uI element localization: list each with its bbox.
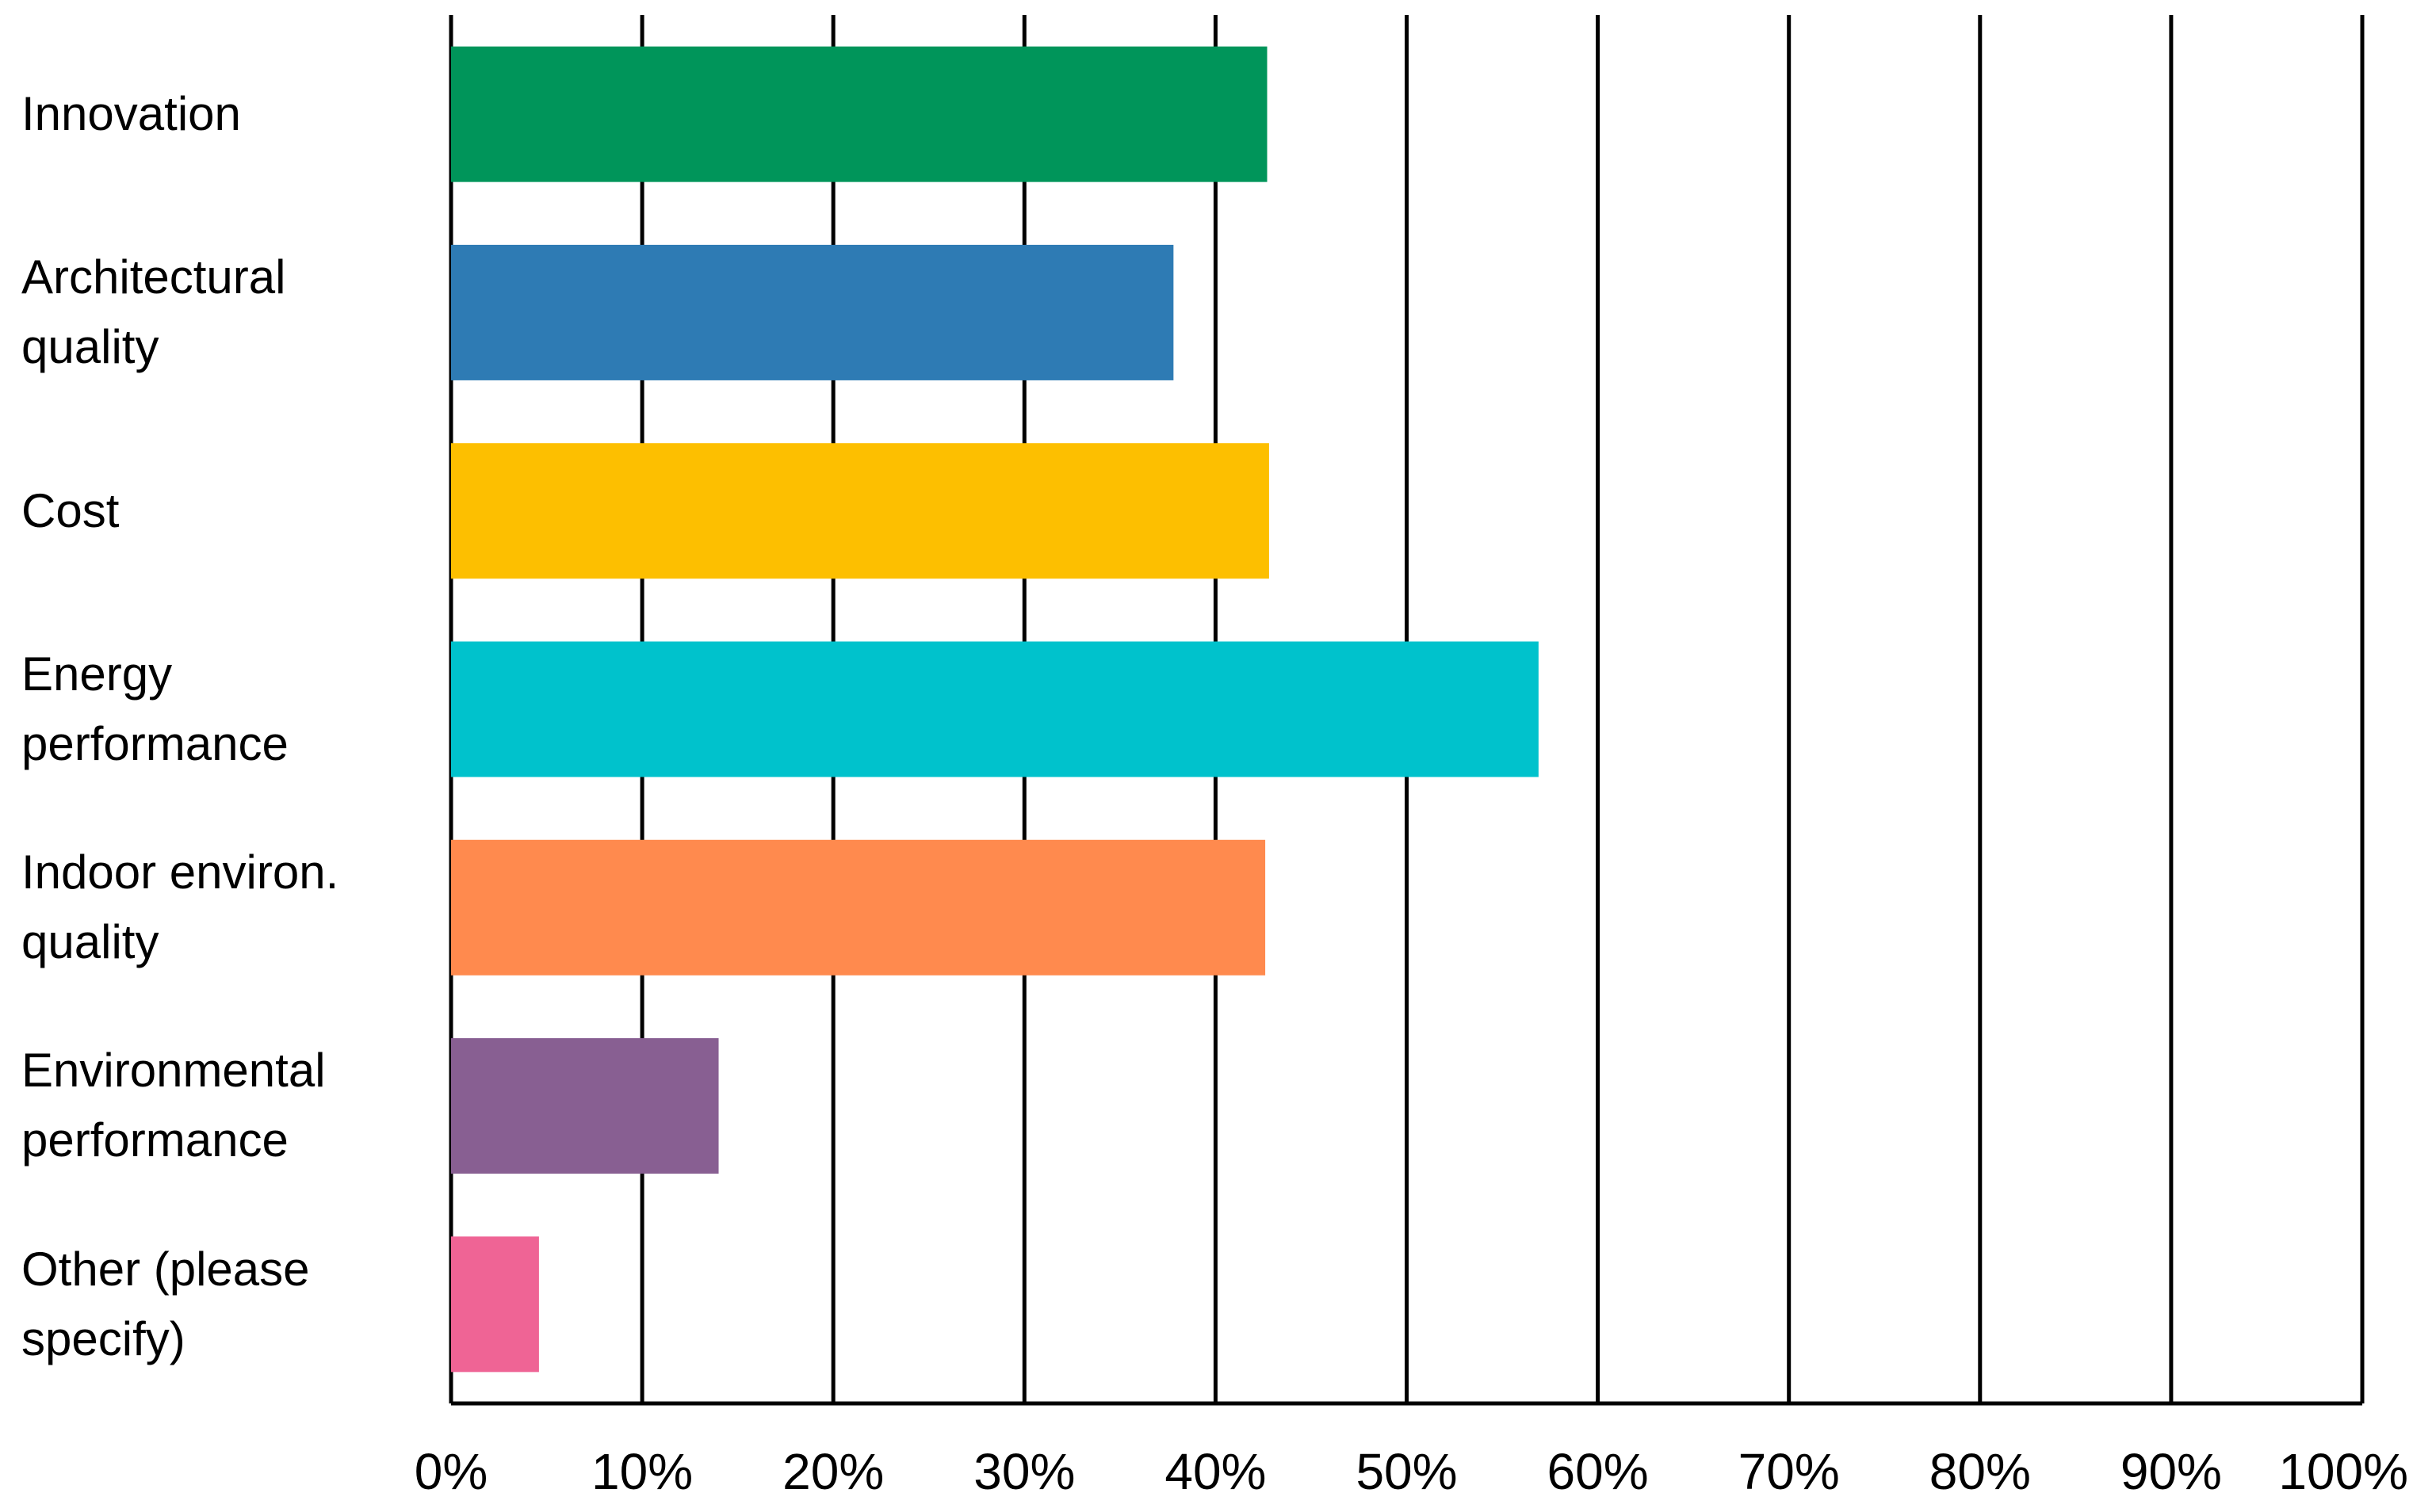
- x-tick-label: 40%: [1164, 1443, 1266, 1500]
- bar: [451, 1236, 539, 1373]
- category-label: Cost: [21, 483, 120, 537]
- bar: [451, 839, 1266, 976]
- bar: [451, 244, 1174, 380]
- x-tick-label: 10%: [591, 1443, 693, 1500]
- bar: [451, 443, 1269, 579]
- category-label: Energy performance: [21, 647, 289, 770]
- bar: [451, 46, 1268, 182]
- category-label: Environmental performance: [21, 1044, 326, 1167]
- category-label: Other (please specify): [21, 1242, 310, 1365]
- x-tick-label: 30%: [973, 1443, 1075, 1500]
- x-tick-label: 0%: [415, 1443, 488, 1500]
- x-tick-label: 50%: [1356, 1443, 1457, 1500]
- category-label: Indoor environ. quality: [21, 846, 339, 969]
- category-label: Innovation: [21, 87, 241, 140]
- x-tick-label: 90%: [2120, 1443, 2222, 1500]
- x-tick-label: 20%: [782, 1443, 884, 1500]
- bar: [451, 641, 1539, 777]
- x-tick-label: 60%: [1547, 1443, 1649, 1500]
- bar: [451, 1038, 719, 1174]
- x-tick-label: 70%: [1738, 1443, 1840, 1500]
- category-label: Architectural quality: [21, 250, 286, 374]
- x-tick-label: 100%: [2278, 1443, 2408, 1500]
- x-tick-label: 80%: [1929, 1443, 2031, 1500]
